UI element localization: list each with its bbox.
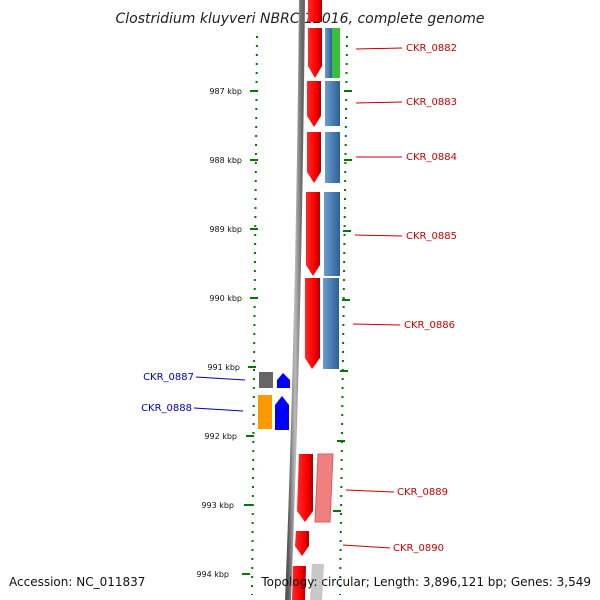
- gene-arrow-ckr-0889[interactable]: [297, 454, 313, 522]
- tick-label-988: 988 kbp: [209, 156, 242, 165]
- gene-label-ckr-0890[interactable]: CKR_0890: [393, 543, 444, 554]
- gene-arrow-ckr-0883[interactable]: [307, 81, 321, 127]
- tick-label-992: 992 kbp: [204, 432, 237, 441]
- forward-genes: [292, 0, 322, 600]
- tick-label-989: 989 kbp: [209, 225, 242, 234]
- gene-arrow-ckr-0886[interactable]: [305, 278, 320, 369]
- gene-label-ckr-0888[interactable]: CKR_0888: [141, 403, 192, 414]
- gene-labels: CKR_0882 CKR_0883 CKR_0884 CKR_0885 CKR_…: [141, 43, 457, 554]
- gene-arrow-partial-top: [308, 0, 322, 22]
- gene-label-ckr-0882[interactable]: CKR_0882: [406, 43, 457, 54]
- feature-bar-blue-0883: [325, 81, 340, 126]
- gene-label-ckr-0887[interactable]: CKR_0887: [143, 372, 194, 383]
- feature-bar-pink-0889: [314, 453, 334, 523]
- tick-label-987: 987 kbp: [209, 87, 242, 96]
- tick-labels: 987 kbp 988 kbp 989 kbp 990 kbp 991 kbp …: [196, 87, 242, 579]
- tick-label-993: 993 kbp: [201, 501, 234, 510]
- topology-text: Topology: circular; Length: 3,896,121 bp…: [260, 575, 591, 589]
- feature-bar-blue-0882: [325, 28, 332, 78]
- gene-arrow-ckr-0887[interactable]: [277, 373, 290, 388]
- feature-bar-gray-0887: [259, 372, 273, 388]
- tick-label-991: 991 kbp: [207, 363, 240, 372]
- gene-arrow-ckr-0882[interactable]: [308, 28, 322, 78]
- genome-backbone: [285, 0, 305, 600]
- left-dotted-guide: [251, 35, 258, 596]
- feature-bar-blue-0884: [325, 132, 340, 183]
- tick-marks: [242, 90, 352, 575]
- feature-bar-green: [332, 28, 340, 78]
- right-dotted-guide: [339, 35, 348, 596]
- gene-arrow-ckr-0890[interactable]: [295, 531, 309, 556]
- gene-arrow-ckr-0884[interactable]: [307, 132, 321, 183]
- reverse-genes: [258, 372, 290, 430]
- gene-label-ckr-0884[interactable]: CKR_0884: [406, 152, 457, 163]
- feature-bar-orange-0888: [258, 395, 272, 429]
- gene-arrow-ckr-0885[interactable]: [306, 192, 320, 276]
- accession-text: Accession: NC_011837: [9, 575, 145, 589]
- tick-label-990: 990 kbp: [209, 294, 242, 303]
- gene-arrow-partial: [292, 566, 306, 600]
- label-connectors: [193, 47, 403, 549]
- dotted-guides: [251, 35, 348, 596]
- tick-label-994: 994 kbp: [196, 570, 229, 579]
- feature-bar-blue-0885: [324, 192, 340, 276]
- feature-bars: [310, 28, 340, 600]
- gene-label-ckr-0889[interactable]: CKR_0889: [397, 487, 448, 498]
- gene-label-ckr-0886[interactable]: CKR_0886: [404, 320, 455, 331]
- feature-bar-blue-0886: [323, 278, 339, 369]
- feature-bar-gray-partial: [310, 564, 324, 600]
- gene-label-ckr-0885[interactable]: CKR_0885: [406, 231, 457, 242]
- gene-arrow-ckr-0888[interactable]: [275, 396, 289, 430]
- gene-label-ckr-0883[interactable]: CKR_0883: [406, 97, 457, 108]
